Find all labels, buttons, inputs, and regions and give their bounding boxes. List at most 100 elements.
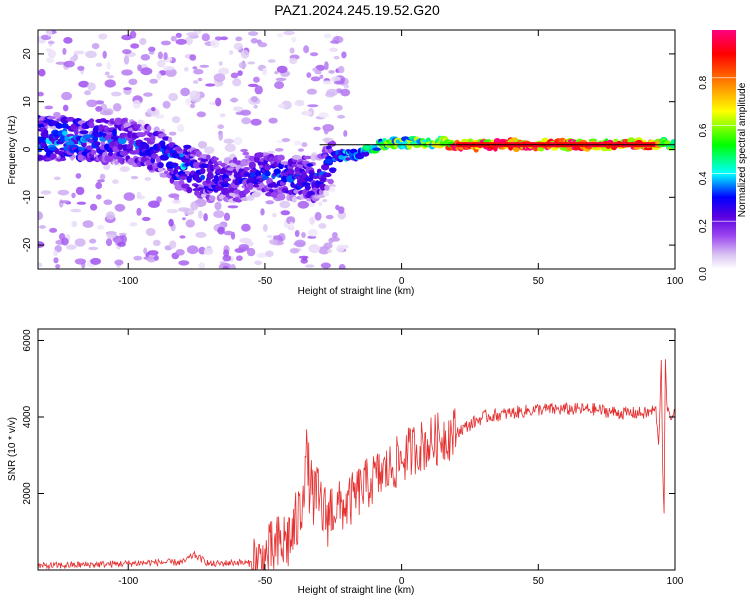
spectrum-ridge-blob	[318, 189, 324, 196]
spectrum-ridge-blob	[233, 189, 241, 195]
spectrum-noise-blob	[117, 241, 126, 247]
spectrum-noise-blob	[235, 111, 245, 116]
spectrum-ridge-blob	[46, 116, 57, 120]
x-tick-label: -100	[118, 576, 138, 587]
spectrum-noise-blob	[223, 230, 234, 236]
x-tick-label: 100	[667, 276, 684, 287]
spectrum-noise-blob	[156, 72, 162, 80]
spectrum-noise-blob	[78, 80, 90, 88]
spectrum-noise-blob	[274, 71, 279, 75]
spectrum-noise-blob	[307, 104, 319, 108]
spectrum-noise-blob	[143, 92, 153, 97]
x-tick-label: -50	[258, 276, 273, 287]
spectrum-ridge-blob	[292, 196, 297, 203]
spectrum-noise-blob	[217, 226, 225, 235]
x-tick-label: 100	[667, 576, 684, 587]
spectrum-noise-blob	[338, 206, 345, 214]
spectrum-noise-blob	[328, 70, 335, 74]
snr-marks	[38, 359, 675, 570]
spectrum-ridge-blob	[199, 167, 206, 175]
y-tick-label: -10	[22, 190, 33, 205]
spectrum-noise-blob	[232, 78, 242, 87]
spectrum-ridge-blob	[178, 179, 185, 186]
spectrum-noise-blob	[280, 210, 291, 216]
spectrum-ridge-blob	[291, 163, 298, 168]
spectrum-ridge-blob	[328, 167, 337, 172]
spectrum-ridge-blob	[320, 177, 326, 182]
spectrum-noise-blob	[319, 74, 324, 79]
spectrum-noise-blob	[137, 64, 142, 72]
spectrum-ridge-blob	[145, 159, 153, 166]
spectrum-noise-blob	[241, 223, 251, 232]
spectrum-noise-blob	[233, 136, 243, 146]
spectrum-noise-blob	[105, 238, 113, 247]
spectrum-ridge-blob	[55, 122, 63, 129]
spectrum-noise-blob	[318, 201, 323, 207]
spectrum-noise-blob	[184, 36, 193, 46]
spectrum-noise-blob	[157, 51, 163, 60]
spectrum-noise-blob	[95, 181, 103, 190]
spectrum-noise-blob	[218, 67, 230, 76]
spectrum-ridge-blob	[140, 143, 150, 151]
spectrum-ridge-blob	[309, 172, 315, 180]
spectrum-noise-blob	[102, 50, 107, 59]
spectrum-noise-blob	[39, 225, 46, 229]
spectrum-noise-blob	[130, 43, 140, 49]
spectrum-noise-blob	[44, 105, 54, 110]
spectrum-noise-blob	[214, 36, 222, 41]
spectrum-ridge-blob	[372, 147, 382, 151]
spectrum-ridge-blob	[159, 140, 166, 147]
spectrum-noise-blob	[323, 33, 332, 39]
spectrum-noise-blob	[184, 67, 189, 72]
spectrum-ridge-blob	[277, 154, 285, 161]
spectrum-ridge-blob	[136, 132, 146, 138]
spectrum-noise-blob	[272, 212, 277, 218]
spectrum-noise-blob	[182, 217, 186, 221]
spectrum-noise-blob	[309, 216, 315, 225]
spectrum-noise-blob	[98, 33, 108, 40]
colorbar: 0.0 0.2 0.4 0.6 0.8 Normalized spectral ampl…	[698, 30, 748, 281]
spectrum-noise-blob	[253, 104, 258, 109]
spectrum-noise-blob	[197, 77, 203, 82]
spectrum-ridge-blob	[157, 167, 164, 173]
spectrum-noise-blob	[198, 246, 206, 255]
spectrum-ridge-blob	[206, 172, 214, 180]
spectrum-noise-blob	[95, 106, 103, 112]
spectrum-noise-blob	[76, 201, 87, 205]
spectrum-ridge-blob	[205, 154, 211, 160]
spectrum-noise-blob	[186, 32, 198, 37]
spectrum-noise-blob	[297, 200, 309, 209]
colorbar-tick-label: 0.8	[698, 75, 709, 89]
spectrum-noise-blob	[199, 64, 210, 68]
x-tick-label: 0	[399, 576, 405, 587]
spectrum-ridge-blob	[79, 130, 89, 135]
spectrum-noise-blob	[61, 91, 73, 101]
spectrum-noise-blob	[196, 111, 206, 118]
spectrum-noise-blob	[266, 234, 273, 239]
snr-background	[38, 329, 675, 570]
spectrum-ridge-blob	[117, 143, 124, 151]
spectrum-noise-blob	[214, 201, 222, 211]
spectrum-noise-blob	[333, 80, 345, 85]
spectrum-noise-blob	[170, 35, 177, 42]
snr-x-axis-label: Height of straight line (km)	[298, 585, 415, 596]
x-tick-label: 50	[533, 276, 545, 287]
spectrum-ridge-blob	[158, 133, 167, 137]
spectrogram-y-axis-label: Frequency (Hz)	[7, 116, 18, 185]
spectrum-noise-blob	[114, 259, 124, 266]
spectrum-noise-blob	[236, 255, 243, 261]
spectrum-noise-blob	[330, 40, 339, 44]
spectrum-noise-blob	[136, 207, 142, 216]
spectrum-ridge-blob	[253, 183, 260, 188]
x-tick-label: 50	[533, 576, 545, 587]
spectrum-noise-blob	[105, 211, 115, 220]
spectrum-noise-blob	[343, 84, 349, 89]
spectrum-noise-blob	[248, 31, 259, 36]
spectrum-noise-blob	[219, 113, 226, 118]
spectrum-noise-blob	[276, 33, 284, 38]
spectrum-ridge-blob	[183, 144, 192, 149]
spectrum-ridge-blob	[117, 136, 127, 145]
spectrum-noise-blob	[291, 36, 297, 43]
snr-panel: -100 -50 0 50 100 2000 4000 6000 Height of str…	[7, 328, 684, 596]
